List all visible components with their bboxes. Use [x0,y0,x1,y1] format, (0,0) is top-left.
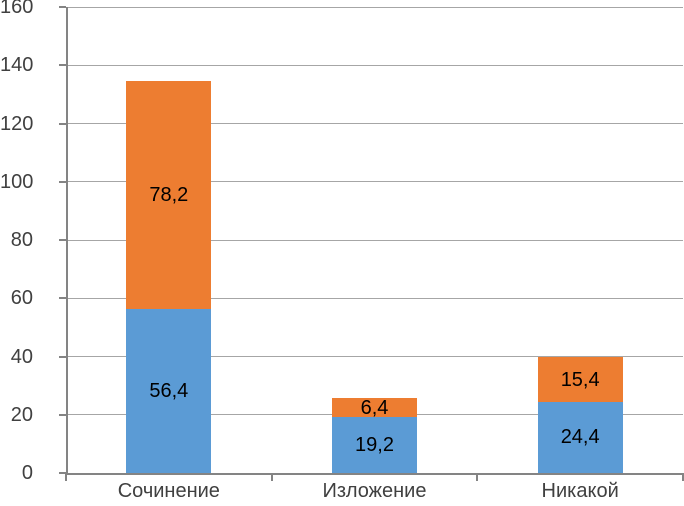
bar-segment-bottom-series [537,401,623,473]
y-axis-tick-label: 140 [0,54,34,77]
x-axis-tick [476,473,479,481]
data-label: 15,4 [560,368,600,391]
y-axis-tick [59,297,66,300]
x-axis-tick [270,473,273,481]
data-label: 19,2 [355,434,394,457]
x-axis-category-label: Сочинение [117,480,220,502]
y-axis-tick-label: 120 [0,112,34,135]
bar-segment-top-series [126,80,212,309]
y-axis-tick-label: 0 [21,462,33,484]
x-axis-line [66,473,683,475]
y-axis-tick [59,355,66,358]
bar-segment-bottom-series [126,308,212,473]
x-axis-category-label: Изложение [322,480,427,502]
y-axis-tick-label: 40 [10,345,33,368]
y-axis-tick-label: 20 [10,403,33,426]
y-axis-tick-label: 100 [0,170,34,193]
bar-segment-top-series [537,357,623,402]
bar-segment-bottom-series [332,417,417,473]
y-axis-tick [59,122,66,125]
y-axis-tick [59,239,66,241]
y-axis-tick [59,472,66,474]
gridline [66,239,683,241]
gridline [66,6,683,8]
x-axis-tick [65,473,67,481]
y-axis-tick [59,413,66,416]
x-axis-tick [682,473,684,481]
data-label: 6,4 [360,396,389,419]
y-axis-tick-label: 160 [0,0,34,18]
x-axis-category-label: Никакой [541,480,619,502]
bar-segment-top-series [332,398,417,418]
gridline [66,297,683,299]
y-axis-tick-label: 80 [10,229,33,251]
gridline [66,64,683,66]
gridline [66,181,683,183]
gridline [66,123,683,124]
data-label: 24,4 [560,426,600,449]
y-axis-line [66,7,68,475]
data-label: 56,4 [149,379,189,402]
y-axis-tick-label: 60 [10,287,33,310]
data-label: 78,2 [149,183,189,206]
gridline [66,356,683,357]
y-axis-tick [59,180,66,183]
y-axis-tick [59,64,66,67]
y-axis-tick [59,6,66,8]
